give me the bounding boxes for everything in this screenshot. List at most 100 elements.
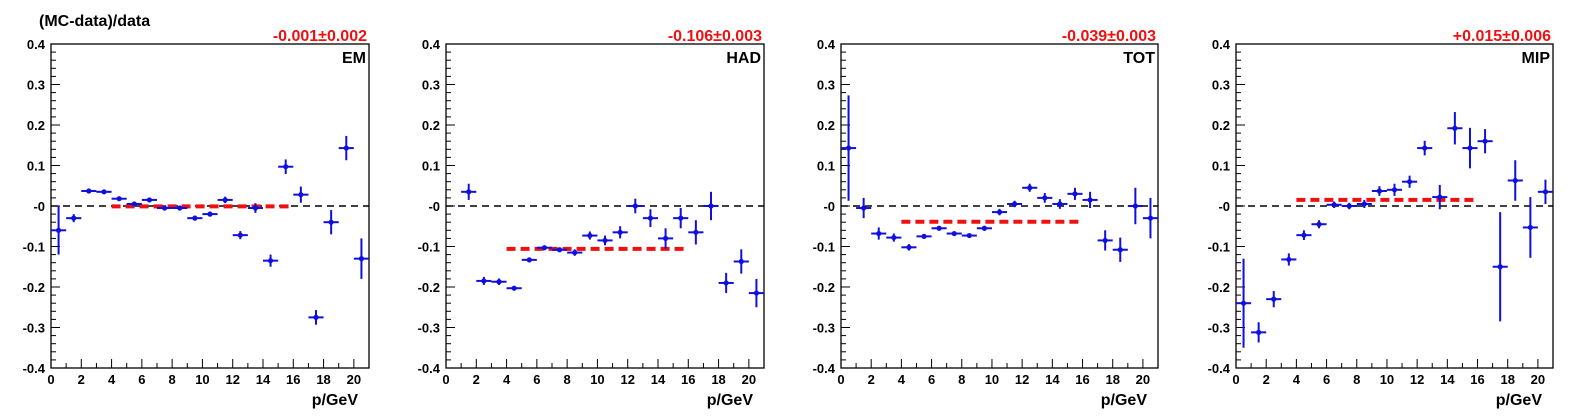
x-tick-label: 4 bbox=[108, 372, 116, 387]
point-marker bbox=[617, 229, 623, 235]
y-tick-label: -0 bbox=[33, 199, 45, 214]
panel-label: EM bbox=[342, 50, 366, 67]
data-point bbox=[627, 198, 643, 214]
y-tick-label: 0.3 bbox=[27, 78, 45, 93]
panels: 0 2 4 6 8 10 12 14 16 18 20-0.4-0.3-0.2-0.1-00.10.… bbox=[23, 28, 1554, 409]
data-point bbox=[232, 231, 248, 240]
point-marker bbox=[1240, 300, 1247, 306]
data-point bbox=[1326, 201, 1342, 209]
data-point bbox=[1251, 322, 1267, 343]
y-tick-label: 0.3 bbox=[817, 78, 835, 93]
data-point bbox=[536, 245, 552, 251]
data-point bbox=[976, 225, 992, 231]
point-marker bbox=[662, 235, 669, 241]
x-tick-label: 12 bbox=[225, 372, 239, 387]
x-tick-label: 14 bbox=[256, 372, 271, 387]
panel-em: 0 2 4 6 8 10 12 14 16 18 20 -0.4 -0.3 -0.2 -0.1 -0 0.1 0.… bbox=[23, 28, 370, 409]
x-tick-label: 6 bbox=[928, 372, 935, 387]
data-point bbox=[642, 209, 658, 228]
point-marker bbox=[1422, 145, 1428, 151]
panel-mip: 0 2 4 6 8 10 12 14 16 18 20 -0.4 -0.3 -0.2 -0.1 -0 0.1 0.… bbox=[1208, 28, 1554, 409]
x-tick-label: 10 bbox=[590, 372, 604, 387]
x-tick-label: 2 bbox=[78, 372, 85, 387]
data-point bbox=[703, 191, 719, 221]
panel-tot: 0 2 4 6 8 10 12 14 16 18 20 -0.4 -0.3 -0.2 -0.1 -0 0.1 0.… bbox=[813, 28, 1159, 409]
data-point bbox=[916, 233, 932, 239]
x-tick-label: 8 bbox=[1353, 372, 1360, 387]
data-point bbox=[1236, 258, 1252, 348]
x-tick-label: 16 bbox=[286, 372, 300, 387]
data-point bbox=[1127, 187, 1143, 225]
data-point bbox=[1386, 183, 1403, 196]
y-tick-label: -0.4 bbox=[1208, 361, 1231, 376]
point-marker bbox=[161, 205, 168, 211]
data-point bbox=[353, 238, 369, 279]
point-marker bbox=[55, 227, 62, 233]
data-point bbox=[552, 247, 568, 253]
point-marker bbox=[587, 232, 593, 239]
point-marker bbox=[753, 290, 760, 296]
x-tick-label: 14 bbox=[1440, 372, 1455, 387]
data-point bbox=[901, 244, 917, 251]
point-marker bbox=[116, 196, 122, 202]
y-tick-label: -0.2 bbox=[1208, 280, 1230, 295]
point-marker bbox=[343, 145, 349, 151]
data-point bbox=[521, 257, 537, 263]
point-marker bbox=[1072, 191, 1078, 197]
x-tick-label: 0 bbox=[442, 372, 449, 387]
point-marker bbox=[632, 203, 638, 209]
point-marker bbox=[192, 215, 198, 221]
point-marker bbox=[1316, 221, 1322, 227]
data-point bbox=[1266, 291, 1282, 308]
data-point bbox=[886, 233, 902, 242]
data-point bbox=[1356, 199, 1372, 209]
y-tick-label: -0.1 bbox=[813, 240, 835, 255]
y-tick-label: 0.4 bbox=[817, 37, 836, 52]
data-point bbox=[1067, 187, 1083, 200]
point-marker bbox=[936, 225, 942, 231]
x-tick-label: 10 bbox=[985, 372, 999, 387]
point-marker bbox=[131, 201, 137, 207]
data-point bbox=[111, 196, 127, 202]
y-tick-label: -0.2 bbox=[418, 280, 440, 295]
point-marker bbox=[252, 205, 259, 211]
point-marker bbox=[526, 257, 532, 263]
point-marker bbox=[283, 164, 289, 170]
point-marker bbox=[1542, 189, 1549, 195]
point-marker bbox=[1286, 256, 1292, 263]
x-tick-label: 10 bbox=[195, 372, 209, 387]
data-point bbox=[567, 249, 583, 256]
point-marker bbox=[602, 237, 608, 244]
data-point bbox=[1022, 183, 1038, 192]
point-marker bbox=[511, 285, 517, 291]
point-marker bbox=[177, 205, 183, 211]
point-marker bbox=[541, 245, 548, 251]
x-tick-label: 4 bbox=[1293, 372, 1301, 387]
data-point bbox=[733, 249, 749, 274]
point-marker bbox=[1452, 125, 1458, 131]
y-tick-label: 0.2 bbox=[817, 118, 835, 133]
x-tick-label: 8 bbox=[564, 372, 571, 387]
panel-label: MIP bbox=[1522, 50, 1551, 67]
y-tick-label: 0.2 bbox=[422, 118, 440, 133]
fit-result-label: -0.106±0.003 bbox=[668, 28, 762, 45]
data-point bbox=[718, 272, 734, 294]
data-point bbox=[856, 197, 872, 219]
data-point bbox=[1311, 220, 1327, 229]
fit-result-label: -0.001±0.002 bbox=[273, 28, 367, 45]
x-tick-label: 0 bbox=[47, 372, 54, 387]
point-marker bbox=[313, 314, 319, 320]
y-tick-label: -0.2 bbox=[813, 280, 835, 295]
point-marker bbox=[876, 230, 882, 237]
point-marker bbox=[723, 280, 729, 286]
point-marker bbox=[951, 230, 957, 237]
y-tick-label: -0.3 bbox=[1208, 321, 1230, 336]
point-marker bbox=[647, 215, 654, 221]
y-tick-label: 0.2 bbox=[27, 118, 45, 133]
x-tick-label: 2 bbox=[1263, 372, 1270, 387]
data-point bbox=[51, 206, 67, 255]
y-tick-label: -0.3 bbox=[23, 321, 45, 336]
panel-label: HAD bbox=[726, 50, 761, 67]
point-marker bbox=[328, 219, 334, 225]
